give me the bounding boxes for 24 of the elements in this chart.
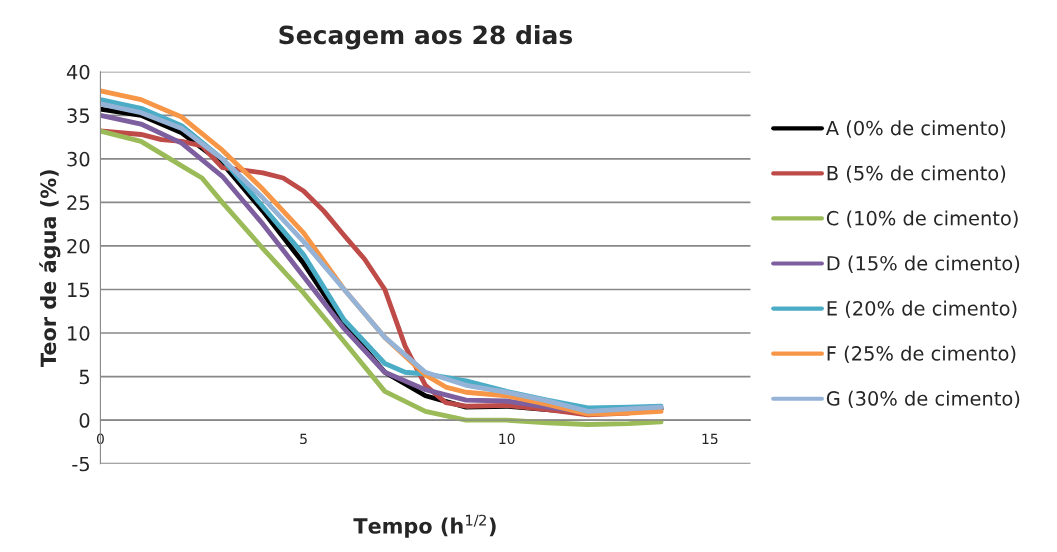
y-tick-label: 5 [79, 369, 89, 385]
y-tick-label: 10 [68, 326, 90, 341]
legend-label: G (30% de cimento) [826, 390, 1020, 409]
y-axis-title: Teor de água (%) [39, 170, 61, 367]
legend-label: B (5% de cimento) [827, 165, 1006, 183]
y-tick-label: 20 [67, 238, 90, 254]
y-tick-label: 15 [68, 282, 89, 298]
legend-label: C (10% de cimento) [826, 210, 1018, 228]
x-axis-title: Tempo (h$^{1/2}$) [353, 514, 496, 538]
chart-title: Secagem aos 28 dias [279, 24, 573, 50]
x-tick-label: 0 [96, 433, 104, 445]
legend-label: A (0% de cimento) [825, 120, 1006, 138]
y-tick-label: 30 [67, 151, 90, 167]
y-tick-label: 35 [67, 108, 89, 123]
legend-label: E (20% de cimento) [827, 300, 1017, 318]
y-tick-label: 0 [79, 413, 90, 428]
y-tick-label: 25 [67, 195, 89, 211]
x-tick-label: 10 [499, 433, 515, 445]
legend-label: F (25% de cimento) [827, 345, 1016, 364]
legend-label: D (15% de cimento) [827, 255, 1020, 273]
y-tick-label: -5 [72, 456, 89, 472]
x-tick-label: 5 [300, 433, 307, 445]
y-tick-label: 40 [66, 64, 90, 80]
x-tick-label: 15 [702, 433, 718, 445]
